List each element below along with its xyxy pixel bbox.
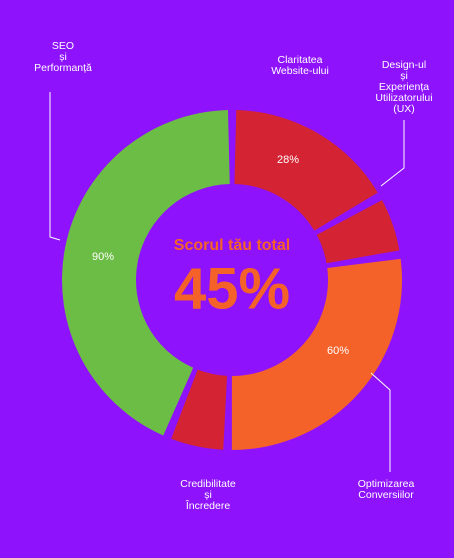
score-label: 60% — [327, 345, 349, 357]
leader-line — [380, 120, 405, 187]
donut-segment — [234, 110, 378, 231]
score-label: 90% — [92, 251, 114, 263]
donut-segment — [231, 258, 402, 450]
donut-segment — [316, 200, 400, 264]
segment-label: Claritatea Website-ului — [271, 54, 329, 77]
segment-label: Credibilitate și Încredere — [180, 478, 236, 512]
center-title: Scorul tău total — [174, 237, 290, 254]
center-value: 45% — [174, 256, 290, 321]
donut-segment — [61, 110, 230, 436]
segment-label: Optimizarea Conversiilor — [358, 478, 415, 501]
donut-segment — [171, 369, 228, 450]
leader-line — [370, 372, 391, 472]
segment-label: SEO și Performanță — [34, 40, 92, 74]
segment-label: Design-ul și Experiența Utilizatorului (UX) — [375, 59, 432, 115]
score-label: 28% — [277, 154, 299, 166]
leader-line — [49, 92, 61, 241]
